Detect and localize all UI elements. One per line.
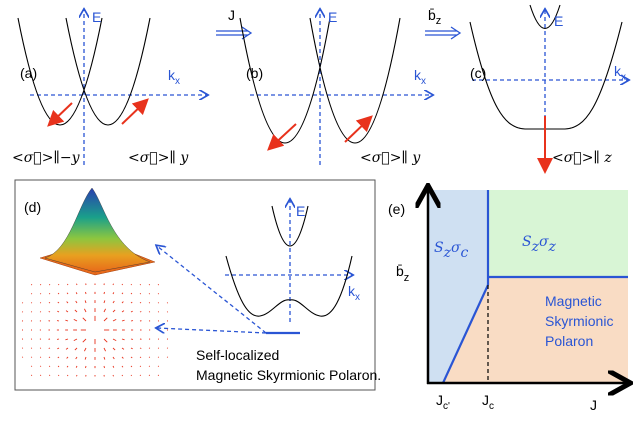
field-arrow bbox=[149, 375, 150, 376]
field-arrow bbox=[140, 366, 141, 367]
field-arrow bbox=[58, 293, 59, 294]
field-arrow bbox=[131, 375, 132, 376]
spin-label: <σ⃗>∥ z bbox=[552, 150, 612, 166]
panel-d: (d) E kx Self-localized Magnetic Skyrmio… bbox=[15, 180, 381, 390]
transition-arrow: J bbox=[216, 7, 251, 39]
field-arrow bbox=[140, 284, 141, 285]
field-arrow bbox=[76, 284, 77, 285]
momentum-label: kx bbox=[414, 67, 426, 87]
phase-label: Polaron bbox=[545, 333, 593, 349]
spin-label: <σ⃗>∥ y bbox=[128, 150, 189, 166]
field-arrow bbox=[140, 293, 141, 294]
field-arrow bbox=[158, 284, 159, 285]
band bbox=[310, 18, 400, 143]
field-arrow bbox=[131, 293, 132, 294]
phase-label: Skyrmionic bbox=[545, 313, 613, 329]
field-arrow bbox=[49, 348, 50, 349]
double-arrow bbox=[425, 27, 460, 39]
y-axis-label: b̄z bbox=[396, 263, 409, 284]
double-arrow bbox=[216, 27, 251, 39]
caption: Magnetic Skyrmionic Polaron. bbox=[196, 367, 381, 383]
energy-label: E bbox=[328, 9, 337, 25]
transition-arrow: b̄z bbox=[425, 7, 460, 39]
panel-c: (c) E kx <σ⃗>∥ z bbox=[470, 5, 628, 170]
field-arrow bbox=[40, 375, 41, 376]
field-arrow bbox=[122, 284, 123, 285]
field-arrow bbox=[140, 311, 141, 312]
field-arrow bbox=[149, 293, 150, 294]
field-arrow bbox=[140, 348, 141, 349]
energy-label: E bbox=[554, 13, 563, 29]
field-arrow bbox=[131, 366, 132, 367]
arrow-label: J bbox=[228, 7, 235, 23]
field-arrow bbox=[140, 357, 141, 358]
tick-label: Jc bbox=[482, 392, 494, 412]
energy-label: E bbox=[296, 203, 305, 219]
spin-arrow bbox=[122, 101, 146, 124]
panel-label: (b) bbox=[246, 65, 263, 81]
field-arrow bbox=[49, 357, 50, 358]
field-arrow bbox=[58, 375, 59, 376]
band bbox=[470, 22, 622, 129]
panel-a: (a) E kx <σ⃗>∥−y <σ⃗>∥ y bbox=[12, 9, 207, 166]
field-arrow bbox=[131, 284, 132, 285]
field-arrow bbox=[122, 375, 123, 376]
field-arrow bbox=[49, 302, 50, 303]
field-arrow bbox=[140, 375, 141, 376]
arrow-label: b̄z bbox=[428, 7, 441, 27]
phase-region bbox=[488, 190, 628, 277]
spin-label: <σ⃗>∥−y bbox=[12, 150, 81, 166]
field-arrow bbox=[76, 375, 77, 376]
field-arrow bbox=[67, 375, 68, 376]
field-arrow bbox=[140, 302, 141, 303]
field-arrow bbox=[31, 284, 32, 285]
panel-e: (e) b̄z J Szσc Szσz Magnetic Skyrmionic … bbox=[388, 188, 628, 413]
tick-label: Jc' bbox=[436, 392, 450, 412]
x-axis-label: J bbox=[590, 397, 597, 413]
panel-label: (e) bbox=[388, 201, 405, 217]
caption: Self-localized bbox=[196, 347, 279, 363]
momentum-label: kx bbox=[168, 67, 180, 87]
field-arrow bbox=[67, 284, 68, 285]
field-arrow bbox=[158, 375, 159, 376]
field-arrow bbox=[40, 293, 41, 294]
panel-frame bbox=[15, 180, 375, 390]
panel-b: (b) E kx <σ⃗>∥ y bbox=[240, 9, 432, 166]
field-arrow bbox=[49, 375, 50, 376]
field-arrow bbox=[113, 284, 114, 285]
field-arrow bbox=[49, 366, 50, 367]
field-arrow bbox=[149, 366, 150, 367]
field-arrow bbox=[113, 375, 114, 376]
panel-label: (a) bbox=[20, 65, 37, 81]
field-arrow bbox=[49, 293, 50, 294]
figure: (a) E kx <σ⃗>∥−y <σ⃗>∥ y J (b) E kx <σ⃗>… bbox=[0, 0, 633, 436]
energy-label: E bbox=[92, 9, 101, 25]
field-arrow bbox=[49, 311, 50, 312]
phase-label: Magnetic bbox=[545, 293, 602, 309]
panel-label: (c) bbox=[470, 65, 486, 81]
spin-arrow bbox=[345, 118, 370, 142]
spin-label: <σ⃗>∥ y bbox=[360, 150, 421, 166]
panel-label: (d) bbox=[24, 199, 41, 215]
field-arrow bbox=[49, 284, 50, 285]
field-arrow bbox=[40, 284, 41, 285]
field-arrow bbox=[58, 366, 59, 367]
field-arrow bbox=[40, 366, 41, 367]
field-arrow bbox=[149, 284, 150, 285]
field-arrow bbox=[58, 284, 59, 285]
field-arrow bbox=[31, 375, 32, 376]
